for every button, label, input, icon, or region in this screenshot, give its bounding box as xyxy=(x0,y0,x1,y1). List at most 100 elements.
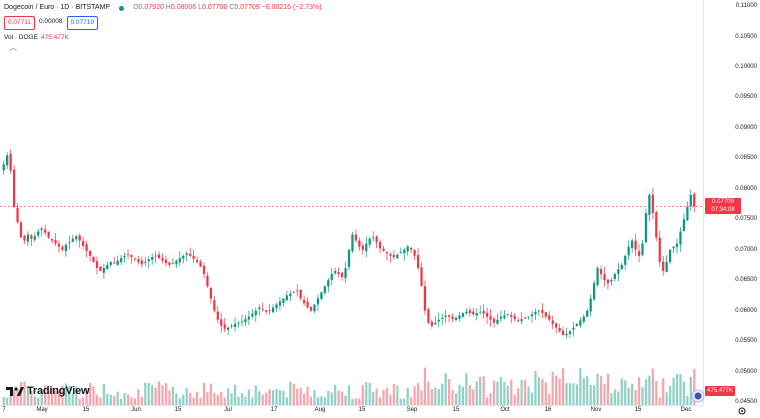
candle[interactable] xyxy=(530,314,534,317)
candle[interactable] xyxy=(282,298,285,303)
candle[interactable] xyxy=(593,283,596,300)
candle[interactable] xyxy=(164,259,168,264)
candle[interactable] xyxy=(668,249,672,262)
candle[interactable] xyxy=(637,251,641,256)
price-axis[interactable]: 0.11000 0.10500 0.10000 0.09500 0.09000 0.085… xyxy=(703,0,760,405)
candle[interactable] xyxy=(37,231,40,236)
candle[interactable] xyxy=(503,315,506,319)
candle[interactable] xyxy=(175,260,178,265)
candle[interactable] xyxy=(168,262,171,265)
candle[interactable] xyxy=(427,309,430,323)
candle[interactable] xyxy=(64,244,67,252)
candle[interactable] xyxy=(26,234,30,242)
candle[interactable] xyxy=(489,316,492,320)
chevron-up-icon[interactable]: ︿ xyxy=(9,43,17,52)
candle[interactable] xyxy=(230,325,233,327)
candle[interactable] xyxy=(555,323,558,328)
candle[interactable] xyxy=(375,236,378,243)
settings-icon[interactable] xyxy=(737,406,747,416)
candle[interactable] xyxy=(40,228,43,230)
candle[interactable] xyxy=(589,298,592,312)
candle[interactable] xyxy=(240,321,244,323)
candle[interactable] xyxy=(368,238,371,245)
candle[interactable] xyxy=(195,260,199,262)
candle[interactable] xyxy=(385,251,389,254)
candle[interactable] xyxy=(323,286,326,293)
candle[interactable] xyxy=(161,258,164,261)
candle[interactable] xyxy=(299,289,302,299)
candle[interactable] xyxy=(6,155,9,166)
sell-button[interactable]: 0.07711 xyxy=(4,16,36,30)
candle[interactable] xyxy=(354,234,358,241)
candle[interactable] xyxy=(658,237,661,262)
candle[interactable] xyxy=(406,246,409,252)
candle[interactable] xyxy=(292,292,295,293)
candle[interactable] xyxy=(416,255,420,268)
candle[interactable] xyxy=(627,246,630,256)
candle[interactable] xyxy=(265,310,268,312)
candle[interactable] xyxy=(247,316,250,320)
candle[interactable] xyxy=(561,330,565,335)
candle[interactable] xyxy=(586,310,589,317)
candle[interactable] xyxy=(551,320,554,324)
candle[interactable] xyxy=(430,321,433,326)
candle[interactable] xyxy=(506,314,509,316)
candle[interactable] xyxy=(358,240,361,247)
candle[interactable] xyxy=(268,310,271,311)
candle[interactable] xyxy=(116,260,119,265)
candle[interactable] xyxy=(468,310,471,314)
candle[interactable] xyxy=(565,333,568,336)
candle[interactable] xyxy=(465,311,468,314)
candle[interactable] xyxy=(517,320,520,322)
candle[interactable] xyxy=(499,316,503,319)
candle[interactable] xyxy=(606,279,610,284)
candle[interactable] xyxy=(572,327,575,330)
candle[interactable] xyxy=(441,317,444,319)
candle[interactable] xyxy=(61,246,64,250)
candle[interactable] xyxy=(510,314,513,317)
candle[interactable] xyxy=(558,327,561,332)
candle[interactable] xyxy=(285,295,288,301)
candle[interactable] xyxy=(624,255,627,265)
candle[interactable] xyxy=(378,242,382,249)
candle[interactable] xyxy=(451,316,454,320)
candle[interactable] xyxy=(147,259,150,262)
candle[interactable] xyxy=(392,254,396,258)
candle[interactable] xyxy=(351,234,354,252)
candle[interactable] xyxy=(178,258,181,263)
candle[interactable] xyxy=(479,311,482,313)
candle[interactable] xyxy=(682,219,686,232)
candle[interactable] xyxy=(382,248,385,251)
candle[interactable] xyxy=(109,261,112,265)
candle[interactable] xyxy=(361,245,364,250)
candle[interactable] xyxy=(672,246,675,249)
candle[interactable] xyxy=(492,318,496,323)
candle[interactable] xyxy=(85,244,88,251)
candle[interactable] xyxy=(613,274,616,279)
candle[interactable] xyxy=(520,319,523,322)
candle[interactable] xyxy=(71,238,74,242)
scroll-right-icon[interactable] xyxy=(691,389,705,403)
candle[interactable] xyxy=(227,327,230,330)
candle[interactable] xyxy=(88,251,92,256)
candle[interactable] xyxy=(413,249,416,256)
candle[interactable] xyxy=(54,240,57,244)
candle[interactable] xyxy=(579,320,582,326)
candle[interactable] xyxy=(33,236,36,240)
candle[interactable] xyxy=(95,261,99,268)
candle[interactable] xyxy=(410,248,413,250)
candle[interactable] xyxy=(102,267,105,273)
candle[interactable] xyxy=(254,310,257,315)
candle[interactable] xyxy=(337,271,340,275)
candle[interactable] xyxy=(30,235,33,239)
candle[interactable] xyxy=(454,317,458,321)
candle[interactable] xyxy=(78,235,81,241)
candle[interactable] xyxy=(596,267,599,285)
candle[interactable] xyxy=(171,263,175,264)
candle[interactable] xyxy=(182,255,185,259)
candle[interactable] xyxy=(278,301,282,306)
candle[interactable] xyxy=(340,272,344,278)
candle[interactable] xyxy=(599,269,603,275)
candle[interactable] xyxy=(523,317,527,319)
